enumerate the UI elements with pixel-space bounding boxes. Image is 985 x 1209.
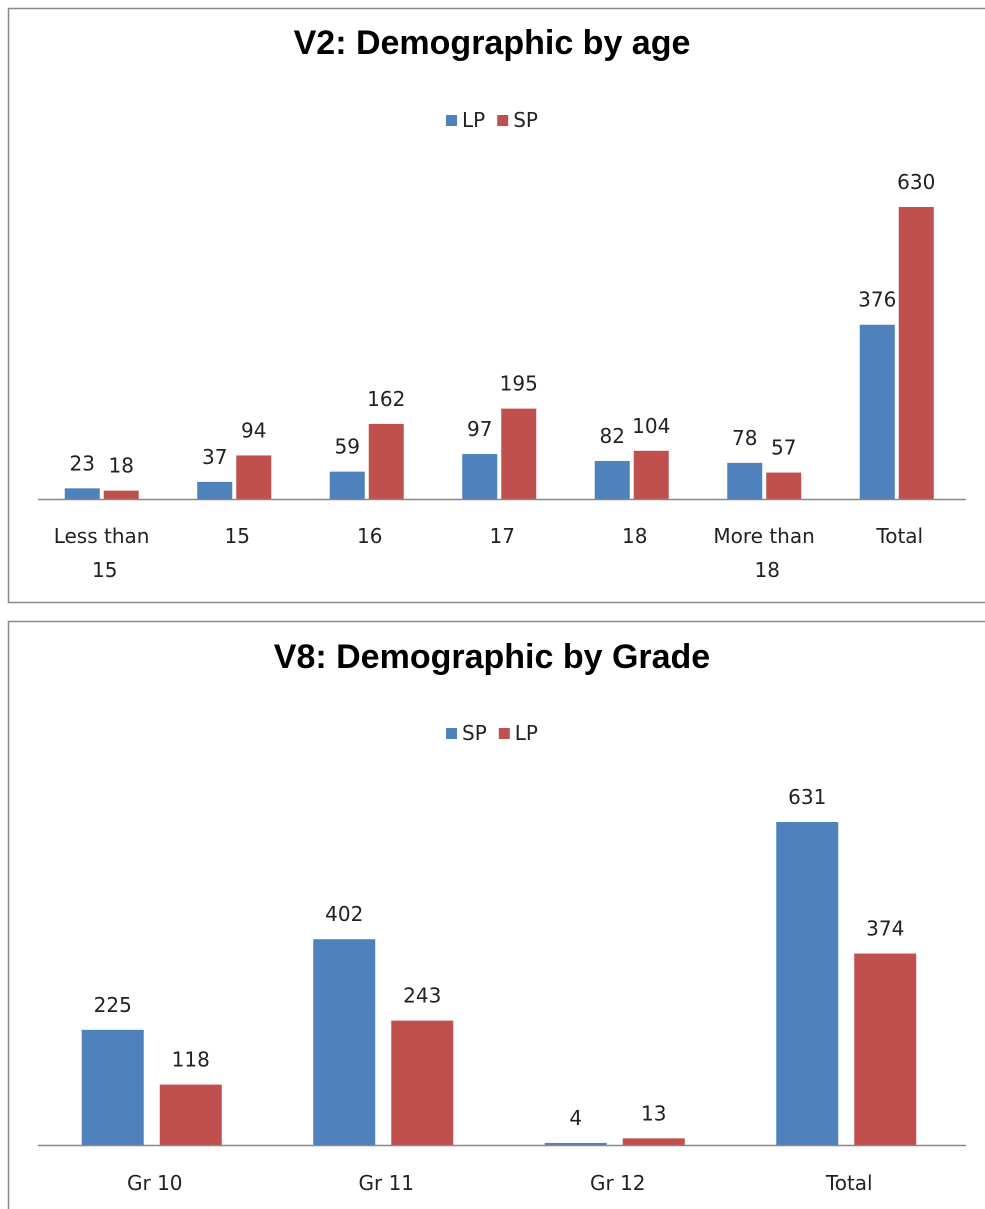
legend-swatch — [497, 115, 509, 126]
data-label: 59 — [335, 435, 360, 459]
bar — [594, 460, 630, 499]
bar — [859, 324, 895, 499]
bar — [197, 481, 233, 499]
x-tick-label: More than 18 — [713, 524, 821, 582]
bar — [81, 1029, 144, 1145]
data-label: 57 — [771, 436, 796, 460]
data-label: 630 — [897, 170, 935, 194]
data-label: 225 — [94, 993, 132, 1017]
data-label: 402 — [325, 902, 363, 926]
data-label: 631 — [788, 785, 826, 809]
x-tick-label: Gr 11 — [358, 1171, 414, 1195]
legend-swatch — [498, 728, 510, 739]
bar — [854, 953, 917, 1145]
data-label: 195 — [500, 372, 538, 396]
data-label: 97 — [467, 417, 492, 441]
bar — [313, 939, 376, 1145]
bar — [501, 408, 537, 499]
data-label: 18 — [109, 454, 134, 478]
legend-label: SP — [513, 108, 538, 132]
bar — [159, 1084, 222, 1145]
bar — [766, 472, 802, 499]
legend-label: LP — [515, 721, 538, 745]
data-label: 82 — [600, 424, 625, 448]
bar — [633, 450, 669, 499]
bar — [64, 488, 100, 499]
data-label: 162 — [367, 387, 405, 411]
legend-label: SP — [462, 721, 487, 745]
data-label: 376 — [858, 288, 896, 312]
bar — [462, 454, 498, 499]
data-label: 374 — [866, 917, 904, 941]
bar — [544, 1142, 607, 1145]
x-tick-label: 16 — [357, 524, 382, 548]
legend: LP SP — [446, 108, 538, 132]
data-label: 118 — [172, 1048, 210, 1072]
data-label: 23 — [70, 451, 95, 475]
chart-frame — [7, 620, 985, 1209]
x-tick-label: 15 — [225, 524, 250, 548]
x-tick-label: Gr 12 — [590, 1171, 646, 1195]
bar — [329, 471, 365, 499]
data-label: 37 — [202, 445, 227, 469]
chart-title: V8: Demographic by Grade — [274, 638, 710, 676]
bar — [776, 822, 839, 1145]
x-tick-label: 18 — [622, 524, 647, 548]
legend-label: LP — [462, 108, 485, 132]
data-label: 104 — [632, 414, 670, 438]
legend-swatch — [446, 115, 458, 126]
bar — [622, 1138, 685, 1145]
legend: SP LP — [446, 721, 538, 745]
bar — [727, 462, 763, 499]
data-label: 13 — [641, 1101, 666, 1125]
bar — [103, 490, 139, 499]
legend-swatch — [446, 728, 458, 739]
chart-title: V2: Demographic by age — [294, 24, 691, 62]
data-label: 243 — [403, 984, 441, 1008]
x-tick-label: Gr 10 — [127, 1171, 183, 1195]
bar — [898, 207, 934, 499]
bar — [236, 455, 272, 499]
x-tick-label: Total — [875, 524, 923, 548]
data-label: 4 — [569, 1106, 582, 1130]
bar — [391, 1020, 454, 1145]
x-tick-label: Total — [825, 1171, 873, 1195]
data-label: 94 — [241, 418, 266, 442]
x-tick-label: 17 — [490, 524, 515, 548]
chart-frame — [7, 7, 985, 604]
bar — [368, 423, 404, 499]
x-tick-label: Less than 15 — [54, 524, 156, 582]
data-label: 78 — [732, 426, 757, 450]
